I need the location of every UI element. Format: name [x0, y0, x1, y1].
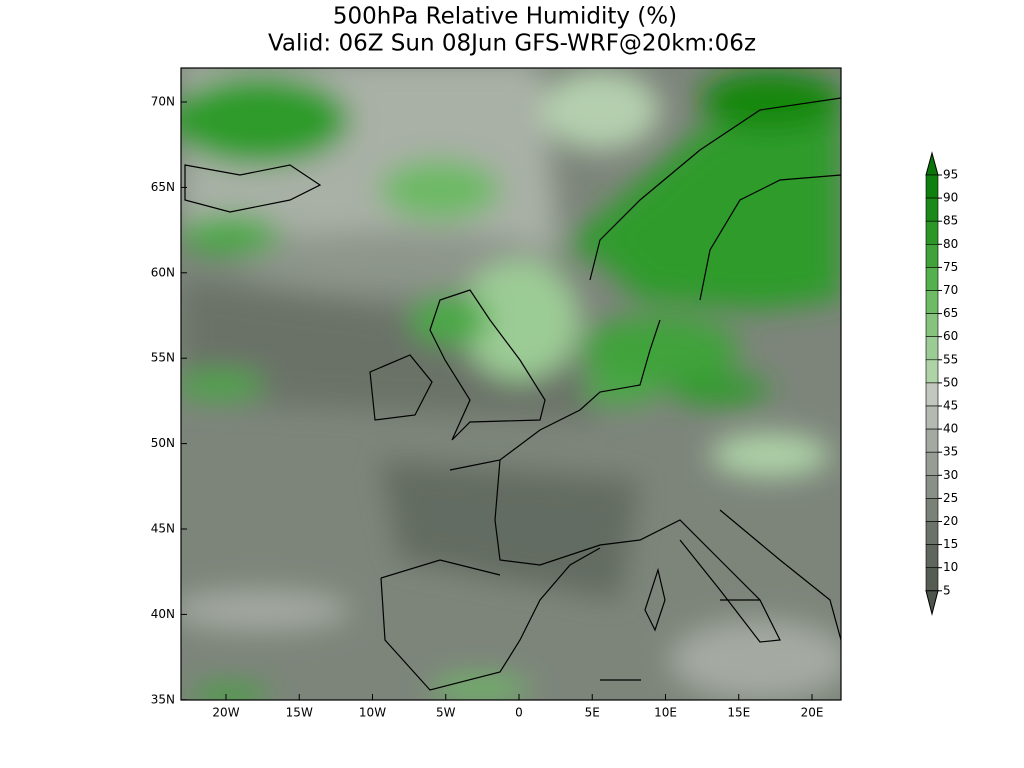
colorbar-label: 10	[943, 560, 958, 574]
lat-label: 45N	[151, 522, 175, 536]
colorbar-box	[925, 174, 939, 199]
colorbar-box	[925, 474, 939, 499]
colorbar: 95 90 85 80 75 70 65 60 55 50 45 40 35 30 25 20 15 10 5	[925, 151, 958, 616]
colorbar-box	[925, 359, 939, 384]
colorbar-label: 90	[943, 191, 958, 205]
lon-label: 10E	[654, 706, 677, 720]
colorbar-top-arrow	[925, 151, 939, 176]
colorbar-label: 60	[943, 329, 958, 343]
colorbar-label: 30	[943, 468, 958, 482]
colorbar-box	[925, 382, 939, 407]
lon-label: 20W	[212, 706, 239, 720]
lat-label: 65N	[151, 180, 175, 194]
lat-label: 50N	[151, 436, 175, 450]
lon-label: 5E	[585, 706, 600, 720]
colorbar-label: 65	[943, 306, 958, 320]
colorbar-label: 80	[943, 237, 958, 251]
colorbar-box	[925, 428, 939, 453]
lon-label: 15W	[286, 706, 313, 720]
colorbar-label: 45	[943, 399, 958, 413]
lat-label: 60N	[151, 265, 175, 279]
colorbar-box	[925, 313, 939, 338]
lat-label: 55N	[151, 351, 175, 365]
colorbar-label: 15	[943, 537, 958, 551]
lon-label: 0	[515, 706, 523, 720]
colorbar-box	[925, 521, 939, 545]
colorbar-label: 25	[943, 491, 958, 505]
lon-label: 5W	[436, 706, 456, 720]
colorbar-box	[925, 498, 939, 522]
colorbar-box	[925, 220, 939, 245]
lat-label: 70N	[151, 95, 175, 109]
colorbar-box	[925, 451, 939, 476]
colorbar-label: 35	[943, 445, 958, 459]
colorbar-label: 85	[943, 214, 958, 228]
map-frame	[180, 67, 842, 701]
colorbar-label: 75	[943, 260, 958, 274]
colorbar-label: 55	[943, 352, 958, 366]
axes: 70N 65N 60N 55N 50N 45N 40N 35N 20W 15W 10W 5W 0 5E 10…	[151, 95, 824, 720]
colorbar-label: 20	[943, 514, 958, 528]
colorbar-box	[925, 405, 939, 430]
colorbar-box	[925, 567, 939, 592]
colorbar-box	[925, 197, 939, 222]
colorbar-label: 5	[943, 583, 951, 597]
colorbar-box	[925, 290, 939, 314]
colorbar-box	[925, 267, 939, 291]
lat-label: 35N	[151, 692, 175, 706]
lon-label: 20E	[801, 706, 824, 720]
colorbar-label: 70	[943, 283, 958, 297]
colorbar-box	[925, 336, 939, 361]
colorbar-bottom-arrow	[925, 590, 939, 616]
colorbar-box	[925, 244, 939, 268]
colorbar-box	[925, 544, 939, 568]
colorbar-label: 50	[943, 375, 958, 389]
title: 500hPa Relative Humidity (%)	[333, 4, 677, 30]
lon-label: 10W	[359, 706, 386, 720]
lon-label: 15E	[727, 706, 750, 720]
colorbar-label: 40	[943, 422, 958, 436]
humidity-field	[181, 68, 841, 700]
lat-label: 40N	[151, 607, 175, 621]
colorbar-label: 95	[943, 168, 958, 182]
subtitle: Valid: 06Z Sun 08Jun GFS-WRF@20km:06z	[268, 31, 756, 57]
